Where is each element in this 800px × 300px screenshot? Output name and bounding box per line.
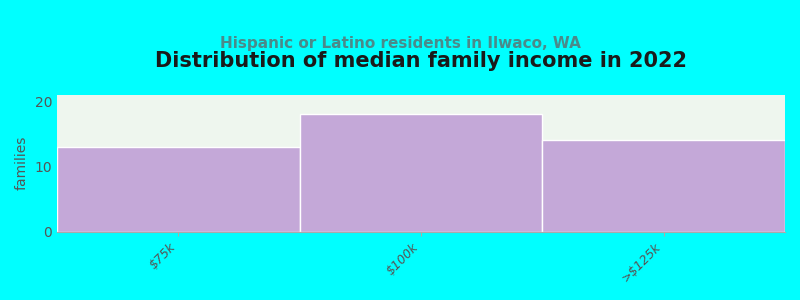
Bar <box>300 114 542 232</box>
Y-axis label: families: families <box>15 136 29 190</box>
Bar <box>542 140 785 232</box>
Title: Distribution of median family income in 2022: Distribution of median family income in … <box>155 51 687 71</box>
Bar <box>57 147 300 232</box>
Text: Hispanic or Latino residents in Ilwaco, WA: Hispanic or Latino residents in Ilwaco, … <box>219 36 581 51</box>
